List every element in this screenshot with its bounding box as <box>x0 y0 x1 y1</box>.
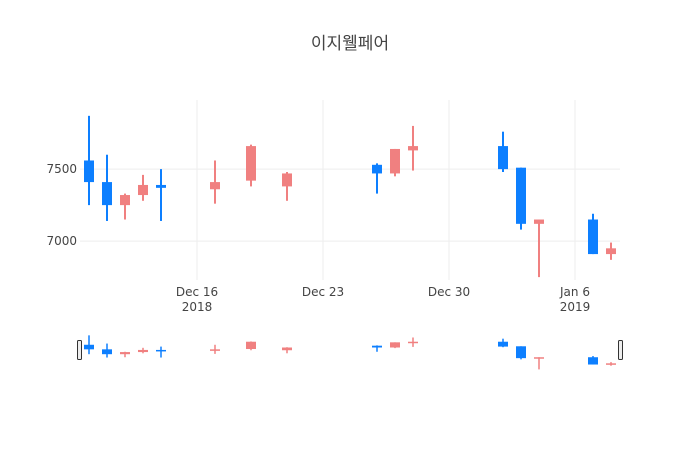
range-slider-mini-candles <box>84 335 616 370</box>
candle-body <box>408 146 418 151</box>
candle <box>138 174 148 201</box>
candle-body <box>282 173 292 187</box>
mini-candle-body <box>372 345 382 348</box>
x-tick-year-label: 2018 <box>182 300 213 314</box>
mini-candle-body <box>102 349 112 355</box>
candle-body <box>372 164 382 174</box>
range-slider-background <box>80 332 620 370</box>
candle-body <box>138 184 148 196</box>
candle <box>156 169 166 221</box>
mini-candle <box>408 337 418 347</box>
mini-candle <box>84 335 94 355</box>
candle <box>102 154 112 221</box>
mini-candle <box>210 344 220 354</box>
x-tick-label: Dec 23 <box>302 285 344 299</box>
mini-candle <box>282 347 292 354</box>
candles-layer <box>84 115 616 278</box>
mini-candle <box>102 343 112 358</box>
mini-candle-body <box>246 341 256 350</box>
x-tick-year-label: 2019 <box>560 300 591 314</box>
mini-candle <box>138 347 148 354</box>
mini-candle <box>390 342 400 349</box>
candle-body <box>84 160 94 183</box>
mini-candle-body <box>282 347 292 351</box>
mini-candle-body <box>588 357 598 365</box>
candle <box>498 131 508 172</box>
mini-candle-body <box>534 357 544 359</box>
candle <box>210 160 220 204</box>
candle-body <box>516 167 526 224</box>
mini-candle-body <box>84 344 94 350</box>
candle-body <box>120 195 130 206</box>
mini-candle <box>120 351 130 358</box>
candle-body <box>246 146 256 181</box>
candle <box>408 125 418 171</box>
mini-candle <box>606 362 616 366</box>
candle <box>534 219 544 278</box>
mini-candle <box>588 356 598 365</box>
candle-body <box>588 219 598 255</box>
candle-body <box>534 219 544 224</box>
mini-candle <box>516 346 526 360</box>
candle <box>372 163 382 194</box>
mini-candle-body <box>408 341 418 344</box>
candle <box>84 115 94 206</box>
mini-candle-body <box>138 349 148 353</box>
candle <box>282 172 292 201</box>
candle <box>516 167 526 230</box>
candle-body <box>498 146 508 170</box>
mini-candle-body <box>516 346 526 359</box>
mini-candle-body <box>120 352 130 355</box>
mini-candle <box>372 345 382 352</box>
y-axis: 7000 7500 <box>46 162 77 248</box>
candle-body <box>606 248 616 255</box>
x-tick-label: Jan 6 <box>559 285 590 299</box>
mini-candle-body <box>390 342 400 348</box>
candle <box>606 242 616 260</box>
range-slider-left-handle[interactable] <box>77 340 82 360</box>
candle-body <box>390 148 400 174</box>
mini-candle <box>246 341 256 351</box>
y-tick-label: 7500 <box>46 162 77 176</box>
mini-candle-body <box>498 341 508 347</box>
candle-body <box>102 182 112 206</box>
x-tick-label: Dec 16 <box>176 285 218 299</box>
candle <box>588 213 598 255</box>
candle-body <box>210 182 220 190</box>
candle <box>390 148 400 177</box>
mini-candle-body <box>606 363 616 365</box>
candle <box>246 144 256 187</box>
mini-candle <box>156 346 166 358</box>
grid-layer <box>80 100 620 280</box>
mini-candle-body <box>156 349 166 352</box>
x-tick-label: Dec 30 <box>428 285 470 299</box>
mini-candle <box>498 338 508 348</box>
candle-body <box>156 184 166 188</box>
mini-candle <box>534 357 544 370</box>
chart-title: 이지웰페어 <box>311 34 389 54</box>
range-slider-right-handle[interactable] <box>618 340 623 360</box>
mini-candle-body <box>210 349 220 351</box>
candle <box>120 193 130 220</box>
y-tick-label: 7000 <box>46 234 77 248</box>
range-slider[interactable] <box>77 332 623 370</box>
